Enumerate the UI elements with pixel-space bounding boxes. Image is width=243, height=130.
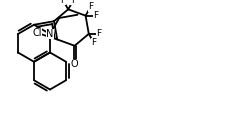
Text: F: F — [93, 11, 98, 20]
Text: N: N — [46, 29, 54, 39]
Text: F: F — [91, 38, 96, 47]
Text: Cl: Cl — [32, 28, 42, 38]
Text: F: F — [71, 0, 76, 5]
Text: O: O — [71, 60, 78, 70]
Text: F: F — [96, 29, 102, 38]
Text: F: F — [88, 2, 93, 11]
Text: F: F — [61, 0, 66, 5]
